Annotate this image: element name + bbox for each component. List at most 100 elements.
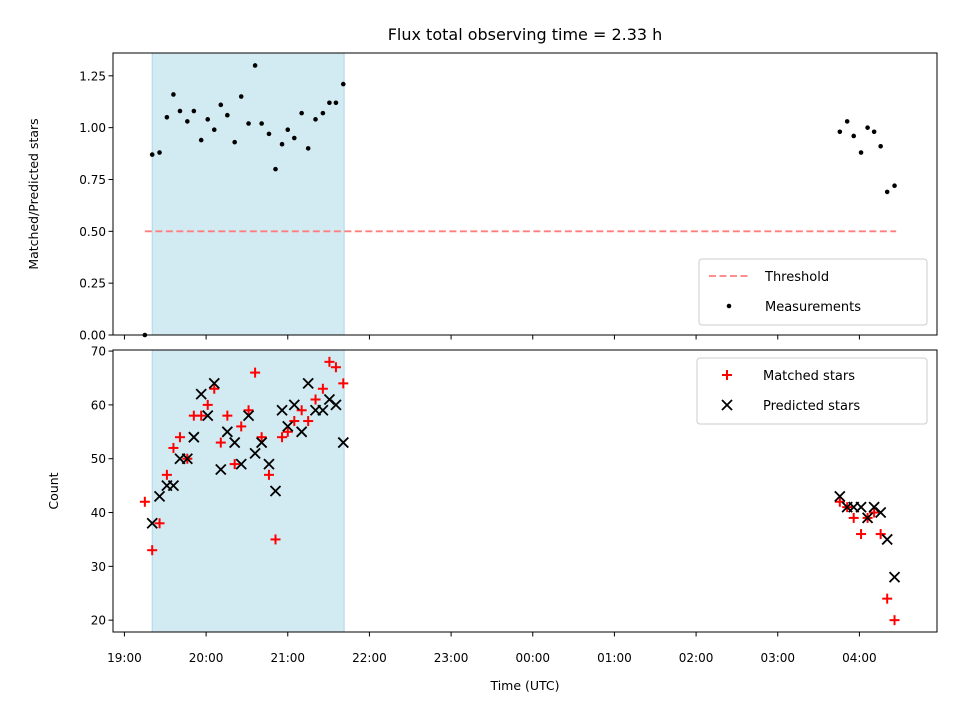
predicted-stars-point-7 <box>195 388 207 400</box>
panel0-y-tick-label-4: 1.00 <box>79 121 106 135</box>
matched-stars-point-38 <box>889 615 900 626</box>
matched-stars-point-30 <box>834 496 845 507</box>
predicted-stars-point-6-b <box>188 431 200 443</box>
predicted-stars-point-16-b <box>255 436 268 449</box>
predicted-stars-point-21-b <box>288 399 300 411</box>
predicted-stars-point-20 <box>282 420 294 433</box>
predicted-stars-point-18 <box>269 485 282 497</box>
x-tick-label-3: 22:00 <box>352 651 387 665</box>
measurements-point-7 <box>191 108 197 114</box>
matched-stars-point-1 <box>147 545 158 556</box>
predicted-stars-point-6 <box>188 431 200 443</box>
predicted-stars-point-1 <box>153 490 166 503</box>
matched-stars-point-14 <box>236 421 247 432</box>
predicted-stars-point-29-b <box>834 490 846 503</box>
measurements-point-22 <box>291 135 297 141</box>
measurements-point-35 <box>871 129 877 135</box>
panel1-y-tick-label-3: 50 <box>91 452 106 466</box>
chart-title: Flux total observing time = 2.33 h <box>388 25 663 44</box>
measurements-point-9 <box>205 117 211 122</box>
legend-predicted-stars-swatch <box>721 399 733 411</box>
panel1-y-tick-label-1: 30 <box>91 560 106 574</box>
measurements-point-11 <box>218 102 224 108</box>
measurements-point-19 <box>273 166 278 172</box>
predicted-stars-point-0 <box>146 517 158 529</box>
matched-stars-point-2 <box>154 518 165 529</box>
panel1-y-tick-label-4: 60 <box>91 398 106 412</box>
measurements-point-33 <box>858 150 864 155</box>
predicted-stars-point-14 <box>242 410 255 422</box>
measurements-point-18 <box>266 131 272 137</box>
panel0-frame <box>112 52 938 336</box>
predicted-stars-point-27 <box>330 399 342 411</box>
panel0-y-tick-label-1: 0.25 <box>79 277 106 291</box>
panel-count: 20 30 40 50 60 70 19:00 20:00 21:00 22:00 23:00 00:… <box>91 345 938 665</box>
predicted-stars-point-29 <box>834 490 846 503</box>
legend-threshold-label: Threshold <box>764 270 829 285</box>
measurements-point-21 <box>285 127 291 133</box>
measurements-point-2 <box>157 150 162 155</box>
matched-stars-point-11 <box>215 437 226 448</box>
matched-stars-point-24 <box>303 416 314 427</box>
measurements-point-20 <box>279 141 285 147</box>
predicted-stars-point-33 <box>861 512 874 524</box>
panel-ratio: 0.00 0.25 0.50 0.75 1.00 1.25 Threshold Measure… <box>79 52 938 343</box>
measurements-point-23 <box>299 110 304 116</box>
measurements-point-5 <box>177 108 183 114</box>
matched-stars-point-36 <box>875 529 886 540</box>
matched-stars-point-32 <box>848 512 859 523</box>
y-axis-label-ratio: Matched/Predicted stars <box>26 118 41 269</box>
matched-stars-point-0 <box>139 496 150 507</box>
predicted-stars-point-37 <box>888 571 901 583</box>
measurements-point-27 <box>327 100 332 106</box>
predicted-stars-point-27-b <box>330 399 342 411</box>
measurements-point-28 <box>333 100 339 106</box>
predicted-stars-point-13 <box>235 458 247 470</box>
predicted-stars-point-21 <box>288 399 300 411</box>
matched-stars-point-25 <box>310 394 321 405</box>
panel1-legend <box>696 357 928 425</box>
panel0-y-tick-label-0: 0.00 <box>79 329 106 343</box>
panel1-y-tick-label-2: 40 <box>91 506 106 520</box>
matched-stars-point-5 <box>174 432 185 443</box>
measurements-point-14 <box>238 94 244 99</box>
matched-stars-point-8 <box>196 410 207 421</box>
predicted-stars-point-36-b <box>881 533 893 546</box>
panel0-shaded-interval <box>151 52 345 336</box>
predicted-stars-point-22 <box>296 426 308 438</box>
matched-stars-point-23 <box>296 405 307 416</box>
x-tick-label-5: 00:00 <box>515 651 550 665</box>
predicted-stars-point-25 <box>317 404 329 416</box>
x-axis-label: Time (UTC) <box>489 678 559 693</box>
matched-stars-point-20 <box>277 432 288 443</box>
matched-stars-point-22 <box>289 416 300 427</box>
predicted-stars-point-33-b <box>861 512 874 524</box>
legend-predicted-stars-swatch-b <box>721 399 733 411</box>
predicted-stars-point-10 <box>215 463 227 476</box>
panel0-y-tick-label-5: 1.25 <box>79 69 106 83</box>
panel1-y-tick-label-0: 20 <box>91 614 106 628</box>
measurements-point-4 <box>171 92 176 97</box>
predicted-stars-point-10-b <box>215 463 227 476</box>
matched-stars-point-16 <box>250 367 261 378</box>
matched-stars-point-37 <box>882 593 893 604</box>
y-axis-label-count: Count <box>46 472 61 509</box>
legend-matched-stars-swatch <box>722 370 732 380</box>
predicted-stars-point-35-b <box>875 506 887 519</box>
predicted-stars-point-9 <box>208 377 220 390</box>
matched-stars-point-18 <box>263 469 274 480</box>
predicted-stars-point-15 <box>249 447 261 459</box>
measurements-point-36 <box>878 144 883 149</box>
predicted-stars-point-9-b <box>208 377 220 390</box>
measurements-point-30 <box>837 129 843 135</box>
matched-stars-point-33 <box>856 529 867 540</box>
predicted-stars-point-25-b <box>317 404 329 416</box>
predicted-stars-point-18-b <box>269 485 282 497</box>
predicted-stars-point-26-b <box>323 393 336 406</box>
measurements-point-3 <box>164 114 170 120</box>
x-tick-label-0: 19:00 <box>107 651 142 665</box>
panel0-legend <box>698 258 928 326</box>
measurements-point-15 <box>246 121 251 126</box>
measurements-point-34 <box>865 125 870 130</box>
